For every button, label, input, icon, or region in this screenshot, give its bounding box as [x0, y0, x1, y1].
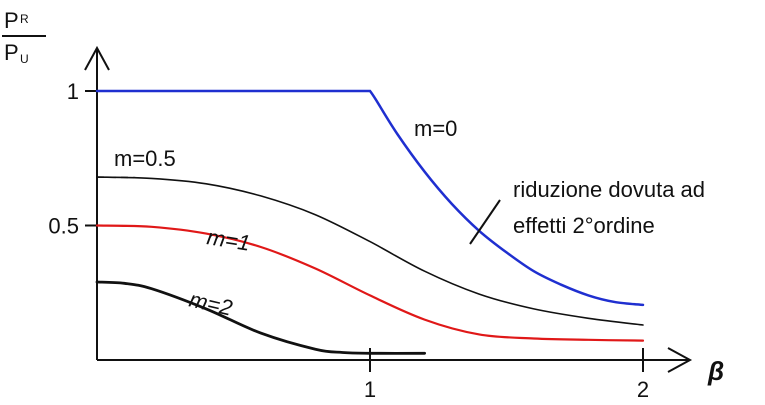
series-m-0-line — [95, 89, 645, 307]
series-layer — [95, 89, 645, 355]
y-axis-label: P R P U — [2, 8, 46, 66]
y-label-numerator: P — [4, 8, 19, 33]
label-m05: m=0.5 — [114, 146, 176, 171]
y-axis-arrow — [84, 45, 110, 71]
y-label-numerator-sub: R — [20, 12, 29, 26]
label-m2: m=2 — [187, 287, 235, 321]
annotation-leader-line — [469, 199, 501, 245]
label-m1: m=1 — [205, 224, 252, 255]
annotation-line1: riduzione dovuta ad — [513, 177, 705, 202]
series-m-2-line — [95, 280, 426, 355]
y-label-denominator-sub: U — [20, 52, 29, 66]
series-m-0-5-line — [96, 176, 644, 326]
series-m-1-line — [95, 224, 645, 342]
y-tick-label-1: 1 — [67, 79, 79, 104]
y-tick-label-2: 0.5 — [48, 214, 79, 239]
x-axis-arrow — [667, 347, 693, 373]
x-tick-label-1: 1 — [364, 377, 376, 402]
annotation-line2: effetti 2°ordine — [513, 213, 655, 238]
m05-dashed-extension — [96, 176, 136, 179]
x-axis-label: β — [707, 356, 724, 386]
y-label-denominator: P — [4, 40, 19, 65]
label-m0: m=0 — [414, 116, 457, 141]
x-tick-label-2: 2 — [637, 377, 649, 402]
axes — [84, 45, 693, 373]
